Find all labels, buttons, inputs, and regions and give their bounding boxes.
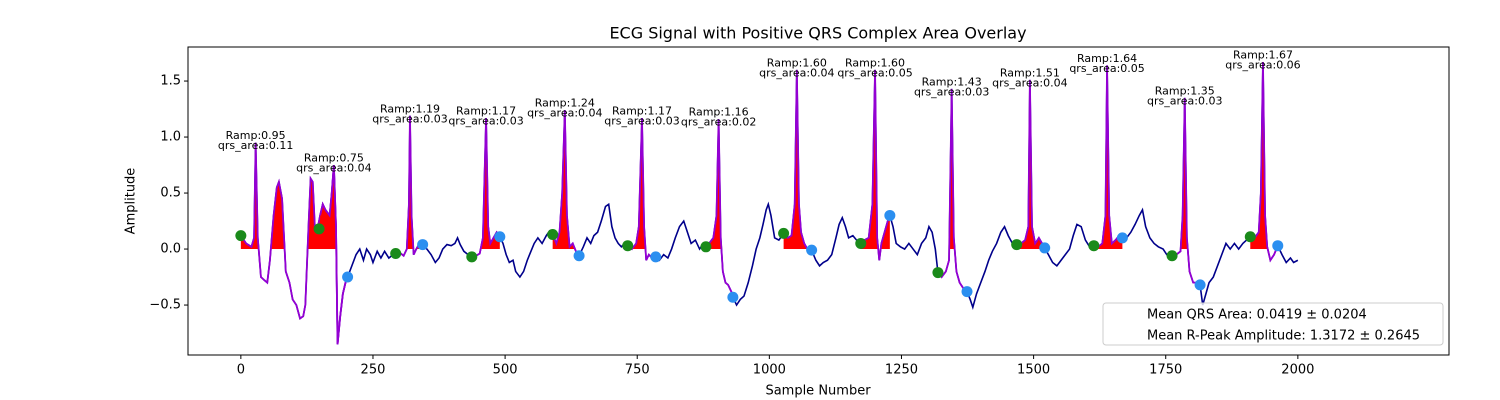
marker <box>466 251 478 263</box>
marker <box>494 231 506 243</box>
qrs-line <box>1016 79 1046 249</box>
y-tick-label: 0.0 <box>160 242 181 257</box>
marker <box>1088 240 1100 252</box>
annotation: qrs_area:0.03 <box>1147 94 1222 107</box>
marker <box>1194 279 1206 291</box>
annotation: qrs_area:0.11 <box>218 139 293 152</box>
qrs-line <box>395 115 423 258</box>
annotation: Ramp:1.64 <box>1077 52 1137 65</box>
x-tick-label: 1500 <box>1017 363 1050 378</box>
marker <box>235 230 247 242</box>
x-tick-label: 250 <box>361 363 386 378</box>
x-tick-label: 1000 <box>753 363 786 378</box>
annotation: qrs_area:0.05 <box>837 66 912 79</box>
x-tick-label: 0 <box>237 363 245 378</box>
marker <box>313 223 325 235</box>
legend-entry: Mean QRS Area: 0.0419 ± 0.0204 <box>1147 308 1367 323</box>
x-tick-label: 750 <box>625 363 650 378</box>
legend-box <box>1102 302 1444 346</box>
axes-frame <box>187 46 1450 356</box>
annotation: Ramp:1.67 <box>1233 49 1293 62</box>
qrs-line <box>1250 61 1279 263</box>
annotation: Ramp:1.51 <box>1000 66 1060 79</box>
annotation: Ramp:1.16 <box>689 106 749 119</box>
marker <box>1039 242 1051 254</box>
annotation: qrs_area:0.04 <box>296 162 371 175</box>
annotation: qrs_area:0.03 <box>914 85 989 98</box>
marker <box>1116 232 1128 244</box>
marker <box>855 237 867 249</box>
annotation: qrs_area:0.06 <box>1225 59 1300 72</box>
qrs-line <box>1171 97 1201 286</box>
marker <box>1166 250 1178 262</box>
x-axis-label: Sample Number <box>765 384 871 399</box>
annotation: Ramp:1.17 <box>612 105 672 118</box>
marker <box>1272 240 1284 252</box>
qrs-line <box>705 119 734 298</box>
x-tick-label: 2000 <box>1281 363 1314 378</box>
y-tick-label: 0.5 <box>160 186 181 201</box>
marker <box>417 239 429 251</box>
annotation: Ramp:1.19 <box>380 102 440 115</box>
qrs-line <box>319 164 349 345</box>
annotation: qrs_area:0.04 <box>759 66 834 79</box>
annotation: Ramp:1.60 <box>845 56 905 69</box>
annotation: qrs_area:0.04 <box>527 107 602 120</box>
annotation: qrs_area:0.03 <box>448 115 523 128</box>
annotation: qrs_area:0.02 <box>681 116 756 129</box>
annotation: Ramp:1.43 <box>922 75 982 88</box>
y-tick-label: −0.5 <box>149 298 181 313</box>
qrs-line <box>937 88 968 293</box>
marker <box>650 251 662 263</box>
annotation: Ramp:1.24 <box>535 97 595 110</box>
marker <box>806 244 818 256</box>
marker <box>884 209 896 221</box>
marker <box>961 286 973 298</box>
annotation: qrs_area:0.05 <box>1069 62 1144 75</box>
qrs-line <box>782 69 812 252</box>
annotation: qrs_area:0.03 <box>372 112 447 125</box>
qrs-area <box>471 118 500 250</box>
marker <box>342 271 354 283</box>
plot-area: 0 250 500 750 1000 1250 1500 1750 2000 −0.5 0.0 0.5… <box>149 46 1450 378</box>
annotation: qrs_area:0.04 <box>992 76 1067 89</box>
marker <box>1244 231 1256 243</box>
x-tick-label: 1250 <box>885 363 918 378</box>
marker <box>573 250 585 262</box>
qrs-line <box>860 69 891 261</box>
marker <box>778 227 790 239</box>
annotation: qrs_area:0.03 <box>604 115 679 128</box>
chart-title: ECG Signal with Positive QRS Complex Are… <box>609 24 1026 43</box>
marker <box>727 291 739 303</box>
marker <box>622 240 634 252</box>
y-tick-label: 1.0 <box>160 130 181 145</box>
marker <box>700 241 712 253</box>
qrs-area <box>320 165 348 250</box>
y-tick-label: 1.5 <box>160 74 181 89</box>
x-tick-label: 500 <box>493 363 518 378</box>
x-tick-label: 1750 <box>1149 363 1182 378</box>
qrs-line <box>551 110 580 257</box>
marker <box>547 228 559 240</box>
annotation: Ramp:0.95 <box>226 129 286 142</box>
annotation: Ramp:0.75 <box>304 152 364 165</box>
marker <box>1011 239 1023 251</box>
annotation: Ramp:1.17 <box>456 105 516 118</box>
annotation: Ramp:1.60 <box>767 56 827 69</box>
marker <box>390 248 402 260</box>
y-axis-label: Amplitude <box>124 168 139 235</box>
qrs-area <box>627 118 656 250</box>
annotation: Ramp:1.35 <box>1155 84 1215 97</box>
legend-entry: Mean R-Peak Amplitude: 1.3172 ± 0.2645 <box>1147 329 1420 344</box>
marker <box>932 267 944 279</box>
